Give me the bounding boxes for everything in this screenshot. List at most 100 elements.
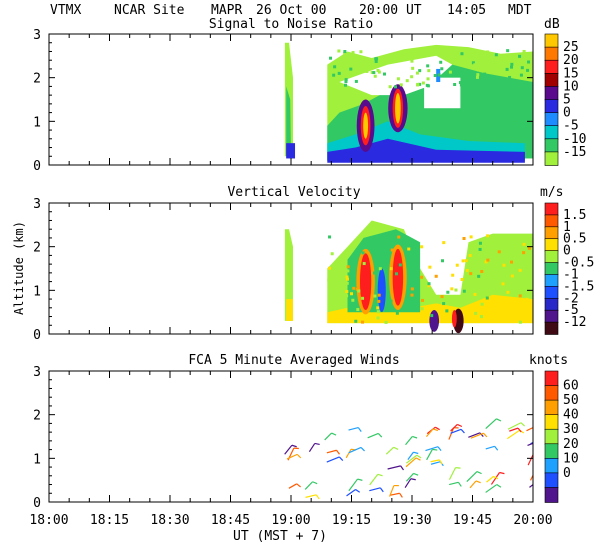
panel3-colorbar-label: 40 <box>563 408 579 423</box>
w-speckle <box>527 246 531 250</box>
snr-speckle <box>333 65 337 69</box>
w-speckle <box>345 290 349 294</box>
wind-barb-flag <box>540 441 543 445</box>
w-speckle <box>397 235 401 239</box>
snr-speckle <box>351 51 355 55</box>
w-speckle <box>361 251 365 255</box>
w-speckle <box>446 290 450 294</box>
wind-barb-flag <box>377 473 383 477</box>
snr-speckle <box>372 71 376 75</box>
w-speckle <box>510 260 514 264</box>
w-speckle <box>356 308 360 312</box>
header-site: NCAR Site <box>114 3 185 18</box>
panel2-heatmap <box>284 220 533 334</box>
wind-barb-flag <box>539 480 543 483</box>
w-speckle <box>353 292 357 296</box>
wind-barb-flag <box>399 492 403 498</box>
panel3-colorbar-swatch <box>544 458 559 474</box>
w-speckle <box>521 267 525 271</box>
wind-barb-flag <box>434 426 440 431</box>
panel3-colorbar-label: 60 <box>563 379 579 394</box>
wind-barb-flag <box>539 425 543 428</box>
w-downdraft <box>377 268 386 313</box>
panel2-title: Vertical Velocity <box>227 185 360 200</box>
w-downdraft-core <box>429 309 440 332</box>
w-speckle <box>357 289 361 293</box>
snr-speckle <box>437 73 441 77</box>
snr-speckle <box>343 51 347 55</box>
wind-barb <box>405 457 417 468</box>
panel1-colorbar-label: 20 <box>563 53 579 68</box>
panel1-colorbar-swatch <box>544 112 559 127</box>
x-tick-label: 20:00 <box>513 513 552 528</box>
panel2-colorbar-label: 0.5 <box>563 232 586 247</box>
w-speckle <box>384 320 388 324</box>
wind-barb-flag <box>413 451 419 455</box>
snr-early-column-core <box>286 86 291 157</box>
panel2-colorbar-label: 1.5 <box>563 208 586 223</box>
wind-barb <box>405 473 414 482</box>
w-speckle <box>464 259 468 263</box>
panel3-colorbar-swatch <box>544 399 559 416</box>
w-speckle <box>480 270 484 274</box>
snr-speckle <box>328 72 332 76</box>
snr-speckle <box>382 72 386 76</box>
panel1-colorbar-swatch <box>544 33 559 48</box>
wind-barb <box>450 423 458 432</box>
panel3-colorbar-label: 0 <box>563 466 571 481</box>
panel3-colorbar-swatch <box>544 443 559 460</box>
panel3-colorbar-swatch <box>544 487 559 503</box>
panel1-colorbar-swatch <box>544 151 559 166</box>
snr-speckle <box>440 67 444 71</box>
snr-speckle <box>475 75 479 79</box>
snr-core-inner <box>395 92 401 124</box>
wind-barb-flag <box>412 435 418 439</box>
wind-barb <box>367 432 379 439</box>
w-speckle <box>474 311 478 315</box>
wind-barb <box>469 480 477 489</box>
wind-barb <box>345 448 352 459</box>
panel3-colorbar-label: 30 <box>563 422 579 437</box>
w-speckle <box>479 240 483 244</box>
w-speckle <box>427 284 431 288</box>
wind-barb-flag <box>400 465 404 471</box>
wind-barb-flag <box>493 475 499 480</box>
panel3-title: FCA 5 Minute Averaged Winds <box>188 353 399 368</box>
wind-barb-flag <box>410 478 416 481</box>
w-speckle <box>430 314 434 318</box>
wind-barb <box>529 483 533 488</box>
wind-barb-flag <box>432 428 439 432</box>
wind-barb-flag <box>315 494 320 500</box>
w-speckle <box>345 277 349 281</box>
snr-speckle <box>508 82 512 86</box>
wind-barb <box>466 471 478 482</box>
y-axis-label: Altitude (km) <box>12 221 26 315</box>
snr-speckle <box>439 60 443 64</box>
y-tick-label: 2 <box>33 409 41 424</box>
wind-barb-flag <box>336 449 340 455</box>
w-speckle <box>328 235 332 239</box>
snr-speckle <box>418 69 422 73</box>
wind-barb <box>387 465 401 470</box>
snr-speckle <box>483 72 487 76</box>
wind-barb-flag <box>291 444 297 448</box>
panel1-colorbar-swatch <box>544 125 559 140</box>
w-speckle <box>362 314 366 318</box>
w-speckle <box>465 268 469 272</box>
wind-barb-flag <box>476 471 482 475</box>
panel3-unit: knots <box>529 353 568 368</box>
x-tick-label: 18:00 <box>29 513 68 528</box>
header-instrument: MAPR <box>211 3 242 18</box>
w-speckle <box>398 263 402 267</box>
w-updraft-core <box>359 253 372 310</box>
wind-barb <box>348 426 359 431</box>
wind-barb <box>485 418 497 430</box>
snr-speckle <box>411 66 415 70</box>
w-speckle <box>407 244 411 248</box>
snr-speckle <box>418 82 422 86</box>
panel1-colorbar-swatch <box>544 138 559 153</box>
panel3-wind-barbs <box>284 418 543 500</box>
panel1-heatmap <box>284 42 533 163</box>
w-speckle <box>451 273 455 277</box>
wind-barb-flag <box>438 459 443 465</box>
